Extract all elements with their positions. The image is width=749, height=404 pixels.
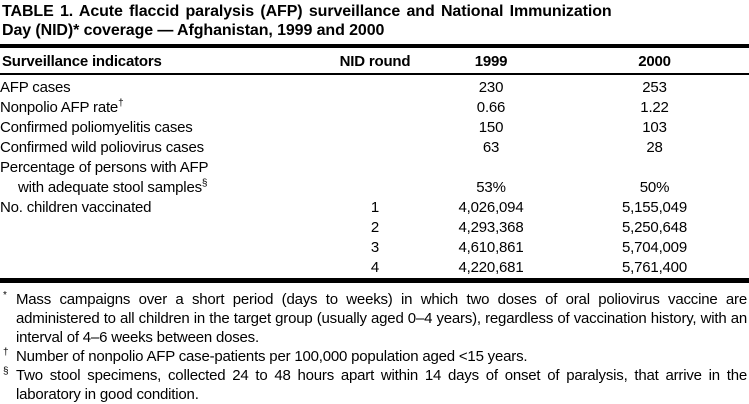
cell-indicator: with adequate stool samples§ [0, 178, 328, 198]
table-row: No. children vaccinated 1 4,026,094 5,15… [0, 198, 749, 218]
indicator-label: Percentage of persons with AFP [0, 159, 209, 176]
cell-2000: 253 [642, 79, 667, 96]
footnote-marker: † [3, 347, 9, 358]
cell-1999: 63 [482, 139, 500, 156]
header-2000: 2000 [560, 48, 749, 75]
header-surveillance-indicators: Surveillance indicators [0, 48, 328, 75]
cell-1999: 0.66 [476, 99, 506, 116]
cell-1999: 4,293,368 [458, 219, 524, 236]
cell-2000: 1.22 [640, 99, 669, 116]
cell-1999: 230 [478, 79, 504, 96]
cell-nid-round [328, 118, 422, 138]
cell-nid-round: 3 [370, 239, 380, 256]
table-row: Nonpolio AFP rate† 0.66 1.22 [0, 98, 749, 118]
table-row: Confirmed wild poliovirus cases 63 28 [0, 138, 749, 158]
cell-2000 [560, 158, 749, 178]
indicator-label: with adequate stool samples [18, 179, 202, 196]
table-row: with adequate stool samples§ 53% 50% [0, 178, 749, 198]
table-header-row: Surveillance indicators NID round 1999 2… [0, 48, 749, 75]
cell-1999: 4,220,681 [458, 259, 524, 276]
cell-indicator: No. children vaccinated [0, 198, 328, 218]
table-row: 3 4,610,861 5,704,009 [0, 238, 749, 258]
cell-indicator [0, 238, 328, 258]
cell-nid-round: 1 [370, 199, 380, 216]
table-title-line1: TABLE 1. Acute flaccid paralysis (AFP) s… [2, 3, 612, 20]
table-row: Confirmed poliomyelitis cases 150 103 [0, 118, 749, 138]
cell-2000: 50% [639, 179, 670, 196]
table-title: TABLE 1. Acute flaccid paralysis (AFP) s… [0, 2, 749, 40]
table-title-line2: Day (NID)* coverage — Afghanistan, 1999 … [2, 22, 385, 39]
footnote-marker: § [3, 366, 9, 377]
indicator-label: Nonpolio AFP rate [0, 99, 119, 116]
footnote-nonpolio-rate: † Number of nonpolio AFP case-patients pe… [0, 347, 749, 366]
indicator-label: Confirmed poliomyelitis cases [0, 119, 193, 136]
cell-2000: 5,155,049 [622, 199, 687, 216]
footnote-text: Mass campaigns over a short period (days… [16, 291, 747, 346]
cell-indicator [0, 218, 328, 238]
cell-nid-round [328, 178, 422, 198]
cell-nid-round: 4 [370, 259, 380, 276]
header-1999: 1999 [422, 48, 560, 75]
cell-nid-round [328, 74, 422, 98]
indicator-label: AFP cases [0, 79, 71, 96]
cell-indicator: Confirmed poliomyelitis cases [0, 118, 328, 138]
table-row: AFP cases 230 253 [0, 74, 749, 98]
table-row: 2 4,293,368 5,250,648 [0, 218, 749, 238]
cell-indicator: Percentage of persons with AFP [0, 158, 328, 178]
cell-1999: 4,610,861 [458, 239, 524, 256]
cell-nid-round [328, 138, 422, 158]
footnote-text: Number of nonpolio AFP case-patients per… [16, 348, 528, 365]
indicator-footnote-mark: § [201, 178, 208, 189]
cell-2000: 5,761,400 [622, 259, 687, 276]
footnote-stool-specimens: § Two stool specimens, collected 24 to 48… [0, 366, 749, 404]
bottom-rule [0, 278, 749, 283]
footnote-marker: * [3, 290, 7, 301]
indicator-label: Confirmed wild poliovirus cases [0, 139, 204, 156]
footnotes-section: * Mass campaigns over a short period (day… [0, 290, 749, 404]
indicator-footnote-mark: † [118, 98, 124, 109]
cell-1999 [422, 158, 560, 178]
footnote-text: Two stool specimens, collected 24 to 48 … [16, 367, 747, 403]
cell-indicator: Nonpolio AFP rate† [0, 98, 328, 118]
cell-2000: 5,250,648 [622, 219, 687, 236]
table-row: Percentage of persons with AFP [0, 158, 749, 178]
footnote-mass-campaigns: * Mass campaigns over a short period (day… [0, 290, 749, 347]
indicator-label: No. children vaccinated [0, 199, 152, 216]
cell-indicator [0, 258, 328, 278]
cell-1999: 150 [478, 119, 504, 136]
table-row: 4 4,220,681 5,761,400 [0, 258, 749, 278]
cell-nid-round [328, 158, 422, 178]
cell-2000: 28 [646, 139, 663, 156]
header-nid-round: NID round [328, 48, 422, 75]
cell-1999: 4,026,094 [458, 199, 524, 216]
cell-1999: 53% [476, 179, 506, 196]
cell-indicator: AFP cases [0, 74, 328, 98]
cell-2000: 5,704,009 [622, 239, 687, 256]
cell-indicator: Confirmed wild poliovirus cases [0, 138, 328, 158]
surveillance-table: Surveillance indicators NID round 1999 2… [0, 48, 749, 278]
top-rule [0, 44, 749, 48]
cell-2000: 103 [642, 119, 667, 136]
cell-nid-round: 2 [370, 219, 380, 236]
cell-nid-round [328, 98, 422, 118]
